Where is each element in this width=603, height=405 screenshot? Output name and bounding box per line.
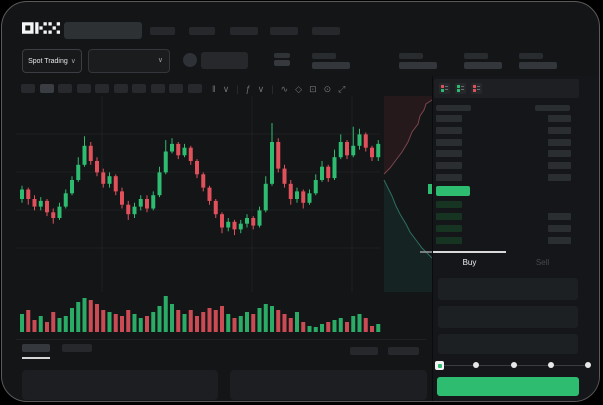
bid-price-cell[interactable] (436, 225, 462, 232)
slider-handle-fill (437, 363, 442, 368)
header-button[interactable] (201, 52, 248, 69)
ask-price-cell[interactable] (436, 174, 462, 181)
okx-logo (22, 20, 60, 36)
bid-price-cell[interactable] (436, 213, 462, 220)
slider-stop[interactable] (547, 362, 554, 368)
bottom-tab-active[interactable] (22, 344, 50, 352)
order-input-field[interactable] (438, 306, 578, 328)
active-tab-underline (433, 251, 506, 253)
ask-amount-cell (548, 138, 571, 146)
trendline-icon[interactable]: ∿ (280, 83, 289, 94)
tab-sell[interactable]: Sell (535, 258, 550, 267)
slider-handle[interactable] (435, 361, 444, 370)
coin-avatar (183, 53, 197, 67)
nav-item[interactable] (150, 27, 175, 35)
candlestick-chart (16, 96, 433, 332)
nav-item[interactable] (312, 27, 340, 35)
timeframe-button[interactable] (169, 84, 183, 93)
stat-label (312, 53, 336, 59)
buy-submit-button[interactable] (437, 377, 579, 396)
orderbook-layout-asks-icon[interactable] (471, 83, 482, 94)
timeframe-button[interactable] (58, 84, 72, 93)
orderbook-col-header (436, 105, 471, 111)
bottom-action-slot[interactable] (350, 347, 378, 355)
separator: | (271, 84, 274, 94)
ask-amount-cell (548, 162, 571, 170)
tab-buy[interactable]: Buy (462, 258, 477, 267)
orderbook-layout-bids-icon[interactable] (455, 83, 466, 94)
ask-price-cell[interactable] (436, 126, 462, 134)
market-type-dropdown[interactable]: Spot Trading ∨ (22, 49, 82, 73)
ask-amount-cell (548, 126, 571, 134)
chart-tools: ‖ ∨ | ƒ ∨ | ∿ ◇ ⊡ ⊙ ⤢ (212, 82, 382, 96)
search-input[interactable] (64, 22, 142, 39)
timeframe-button[interactable] (113, 84, 128, 93)
separator: | (236, 84, 239, 94)
ask-amount-cell (548, 115, 571, 122)
orderbook-header (434, 79, 579, 98)
bid-amount-cell (548, 237, 571, 244)
timeframe-button[interactable] (187, 84, 202, 93)
bid-amount-cell (548, 225, 571, 232)
bottom-action-slot[interactable] (388, 347, 419, 355)
timeframe-button[interactable] (39, 84, 54, 93)
ask-price-cell[interactable] (436, 115, 462, 122)
timeframe-button[interactable] (21, 84, 35, 93)
chevron-down-icon[interactable]: ∨ (222, 83, 230, 94)
bottom-tab-underline (22, 357, 50, 359)
orders-panel (22, 370, 218, 400)
chevron-down-icon: ∨ (70, 57, 76, 65)
stat-value (464, 62, 502, 69)
stat-value (399, 62, 437, 69)
stat-value (312, 62, 350, 69)
stat-value (519, 62, 557, 69)
history-panel (230, 370, 427, 400)
indicators-icon[interactable]: ƒ (245, 84, 251, 94)
camera-icon[interactable]: ⊡ (309, 83, 317, 94)
ask-price-cell[interactable] (436, 138, 462, 146)
last-price-indicator (436, 186, 470, 196)
slider-stop[interactable] (585, 362, 591, 368)
candle-style-icon[interactable]: ‖ (212, 84, 216, 94)
bottom-tab[interactable] (62, 344, 92, 352)
brush-icon[interactable]: ◇ (295, 83, 303, 94)
nav-item[interactable] (230, 27, 258, 35)
divider (16, 339, 426, 340)
ask-amount-cell (548, 150, 571, 158)
orderbook-col-header (535, 105, 570, 111)
price-label-placeholder (274, 53, 290, 58)
slider-stop[interactable] (510, 362, 517, 368)
pair-selector-dropdown[interactable]: ∨ (88, 49, 170, 73)
nav-item[interactable] (189, 27, 215, 35)
stat-label (519, 53, 543, 59)
timeframe-button[interactable] (132, 84, 146, 93)
stat-label (399, 53, 423, 59)
stat-label (464, 53, 488, 59)
orderbook-layout-both-icon[interactable] (439, 83, 450, 94)
ask-amount-cell (548, 174, 571, 181)
fullscreen-icon[interactable]: ⤢ (338, 83, 346, 94)
slider-stop[interactable] (473, 362, 480, 368)
bid-price-cell[interactable] (436, 201, 462, 208)
bid-amount-cell (548, 213, 571, 220)
order-input-field[interactable] (438, 334, 578, 354)
order-input-field[interactable] (438, 278, 578, 300)
ask-price-cell[interactable] (436, 162, 462, 170)
ask-price-cell[interactable] (436, 150, 462, 158)
nav-item[interactable] (270, 27, 298, 35)
timeframe-button[interactable] (76, 84, 91, 93)
price-value-placeholder (274, 60, 290, 66)
chevron-down-icon[interactable]: ∨ (257, 83, 265, 94)
bid-price-cell[interactable] (436, 237, 462, 244)
chevron-down-icon: ∨ (157, 57, 163, 64)
timeframe-button[interactable] (95, 84, 109, 93)
timeframe-button[interactable] (150, 84, 165, 93)
settings-icon[interactable]: ⊙ (323, 83, 332, 94)
market-type-label: Spot Trading (28, 57, 68, 65)
